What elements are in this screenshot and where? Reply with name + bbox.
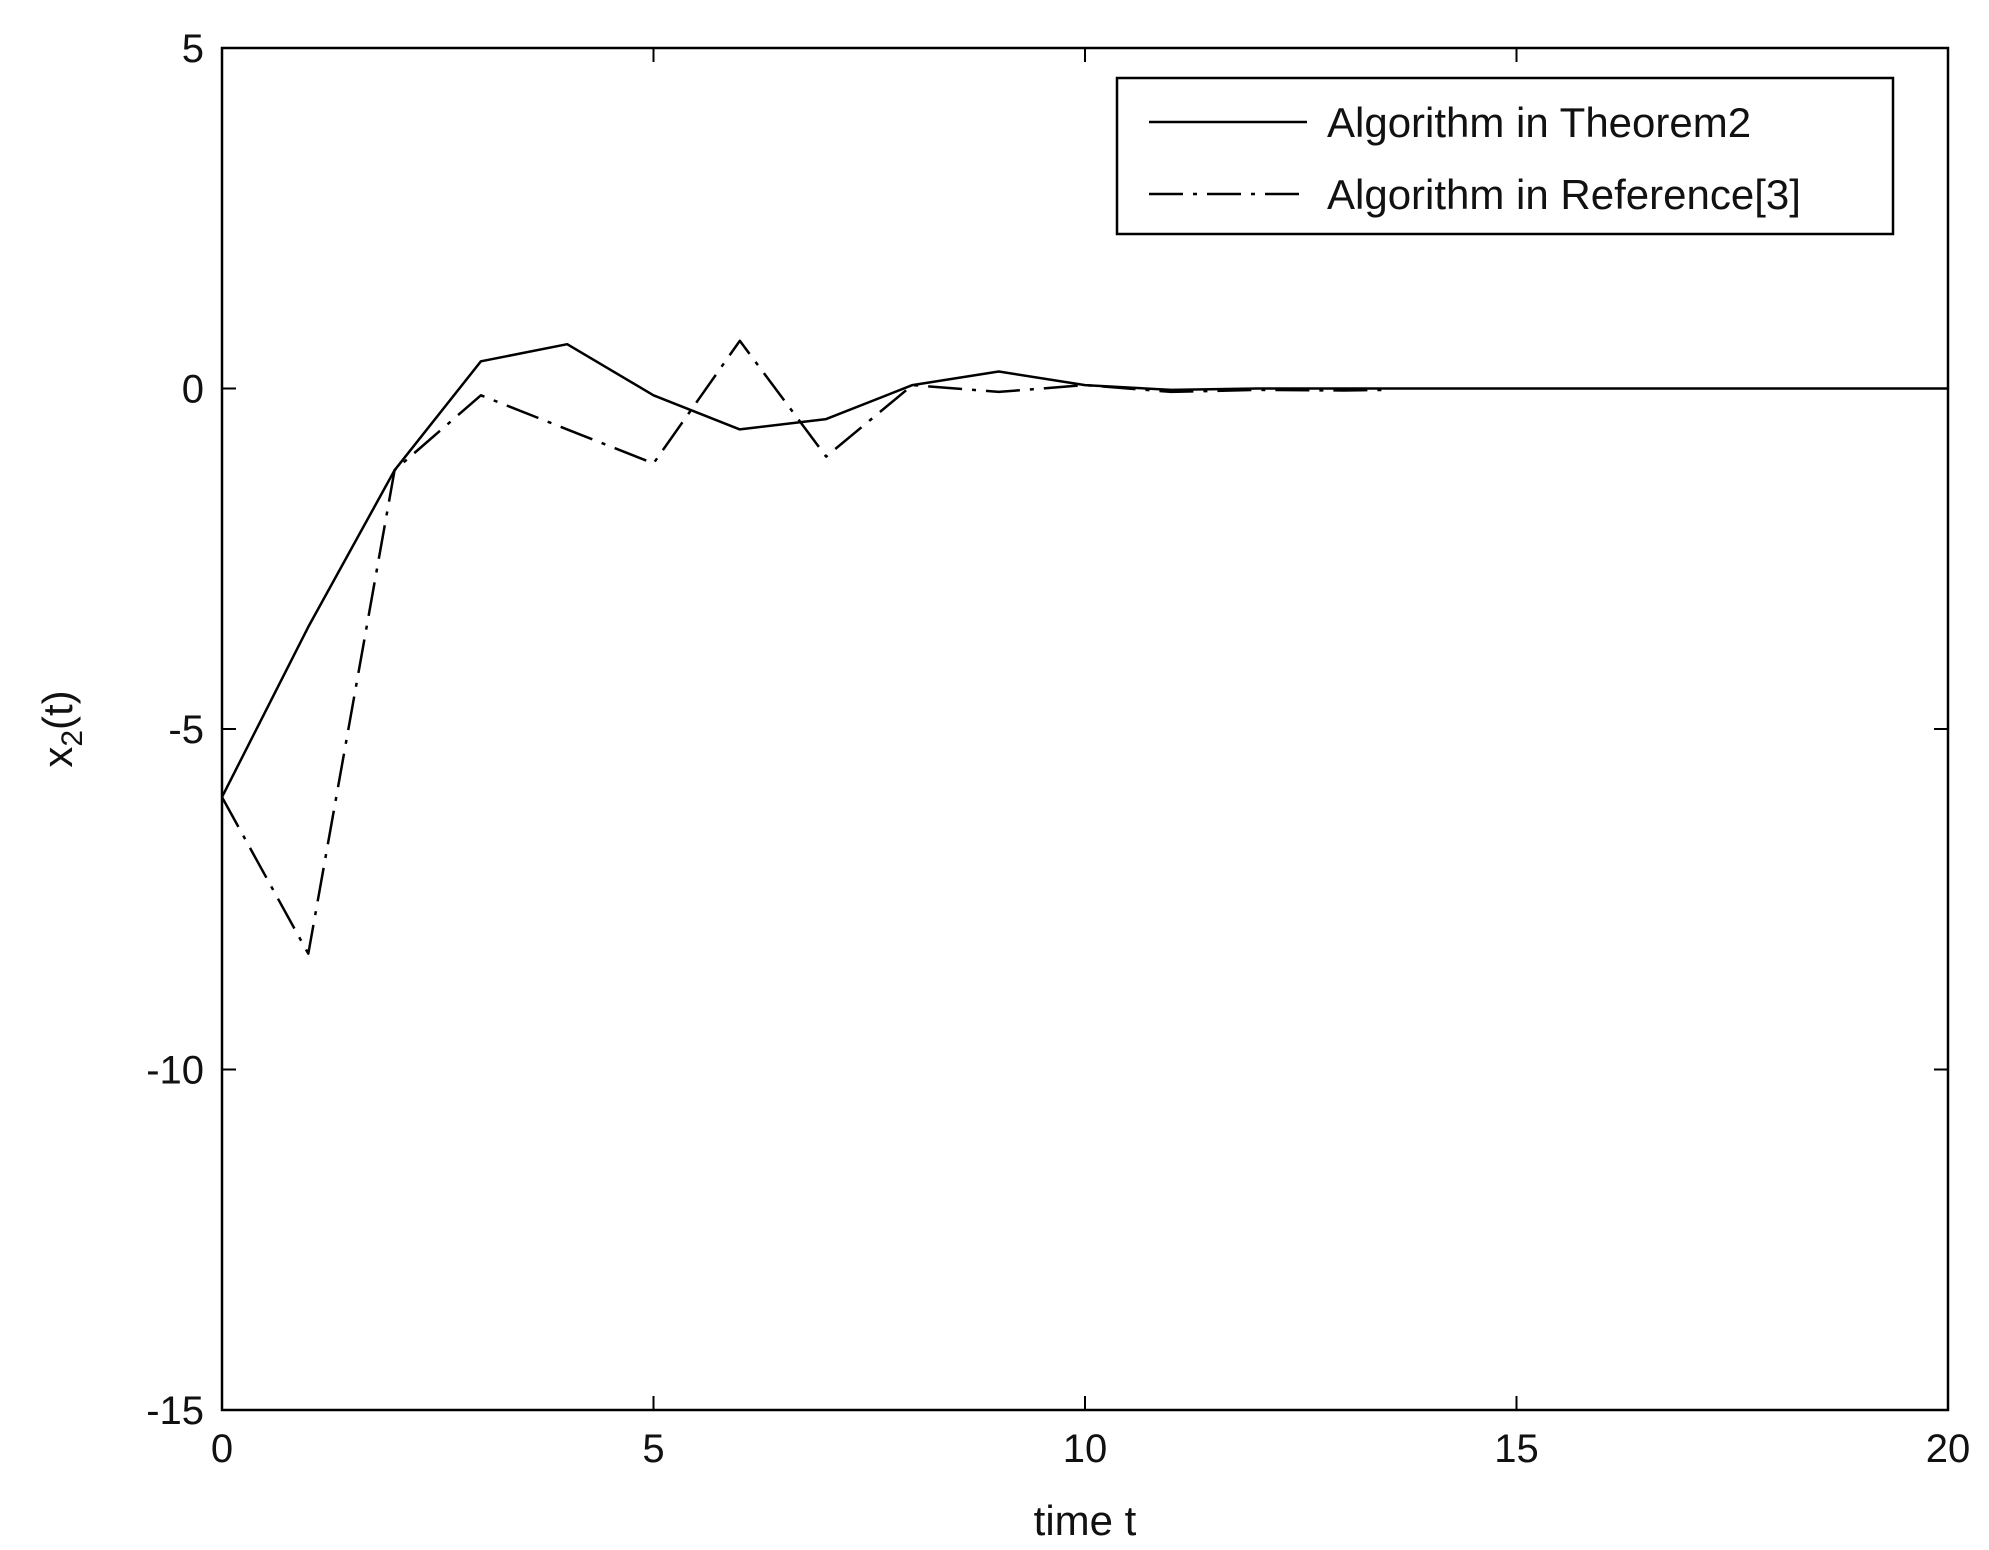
x-axis-label: time t: [1034, 1497, 1137, 1544]
y-axis-label-sub: 2: [56, 730, 89, 747]
x-tick-label: 0: [211, 1427, 233, 1471]
plot-lines: [220, 339, 1948, 955]
y-tick-label: -5: [168, 708, 204, 752]
y-axis-label-main: x: [34, 747, 81, 768]
x-tick-label: 20: [1926, 1427, 1971, 1471]
y-axis-label: x2(t): [34, 690, 89, 767]
y-axis-label-suffix: (t): [34, 690, 81, 730]
legend: Algorithm in Theorem2 Algorithm in Refer…: [1115, 76, 1895, 236]
x-tick-label: 5: [642, 1427, 664, 1471]
y-tick-label: 5: [182, 27, 204, 71]
series-line-1: [220, 339, 1388, 955]
series-line-0: [220, 342, 1948, 798]
tick-labels: 0 5 10 15 20 -15 -10 -5 0 5: [146, 27, 1970, 1471]
x-tick-label: 10: [1063, 1427, 1108, 1471]
x-tick-label: 15: [1494, 1427, 1539, 1471]
plot-frame: [220, 46, 1950, 1412]
tick-marks: [221, 47, 1949, 1411]
legend-box: [1115, 76, 1895, 236]
legend-label-reference3: Algorithm in Reference[3]: [1327, 171, 1801, 218]
legend-label-theorem2: Algorithm in Theorem2: [1327, 99, 1751, 146]
y-tick-label: -15: [146, 1389, 204, 1433]
y-tick-label: -10: [146, 1049, 204, 1093]
y-tick-label: 0: [182, 368, 204, 412]
